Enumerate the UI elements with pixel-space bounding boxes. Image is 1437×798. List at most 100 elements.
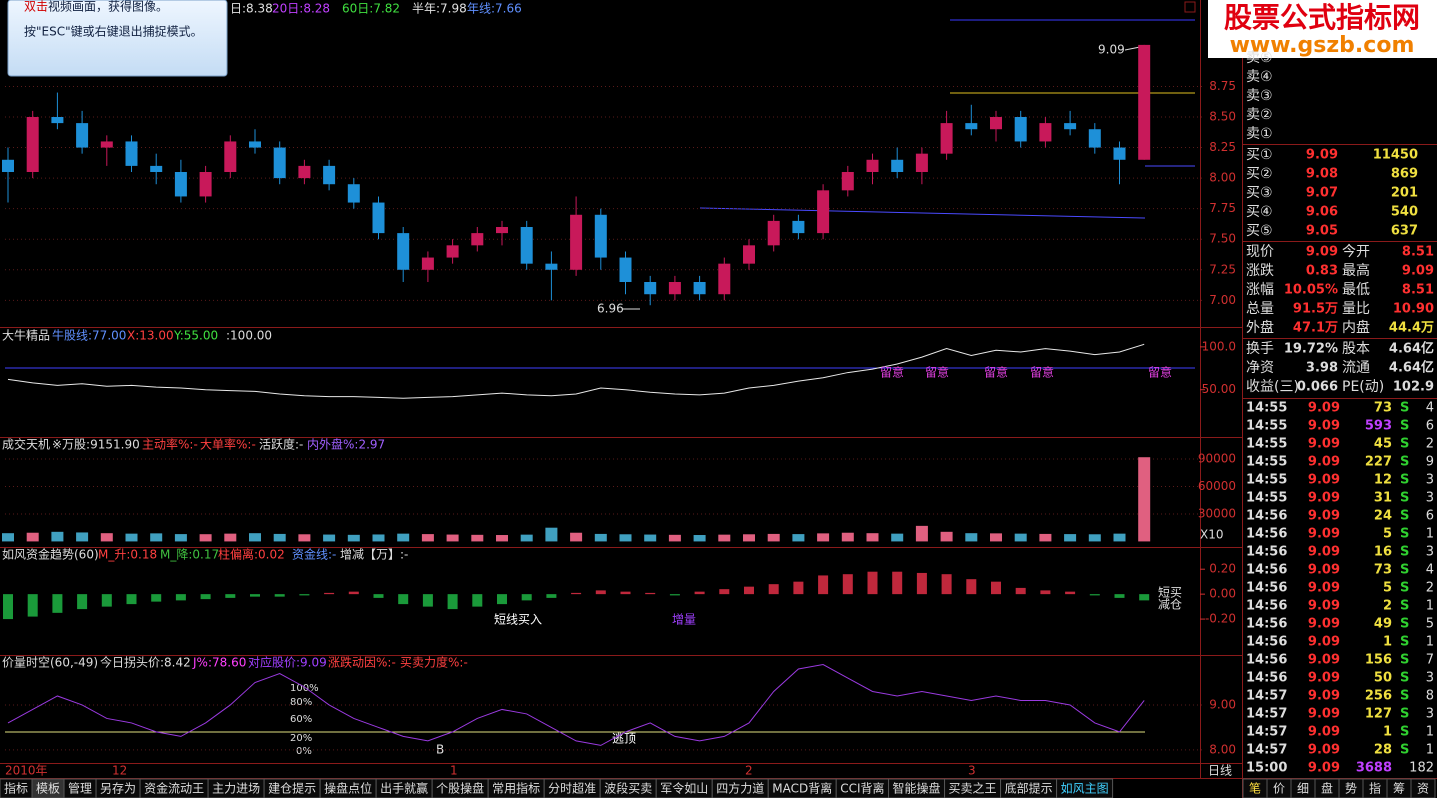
volume-bar [1039,533,1052,542]
tick-side: S [1400,455,1409,470]
quote-value: 10.90 [1393,302,1434,317]
side-tab-label[interactable]: 盘 [1321,781,1333,796]
fund-bar [892,571,903,595]
logo-url: www.gszb.com [1230,33,1415,58]
tab[interactable]: 管理 [63,778,97,798]
tab[interactable]: 四方力道 [711,778,769,798]
tab[interactable]: 智能操盘 [888,778,946,798]
tick-price: 9.09 [1308,437,1340,452]
tab[interactable]: 如风主图 [1056,778,1114,798]
tick-time: 14:56 [1246,545,1287,560]
side-tab-label[interactable]: 筹 [1393,782,1405,796]
tab[interactable]: 买卖之王 [944,778,1002,798]
fund-bar [27,594,38,617]
volume-bar [471,534,484,542]
fund-bar [373,594,384,598]
tab[interactable]: 底部提示 [1000,778,1058,798]
side-tab-label[interactable]: 细 [1297,782,1309,796]
y-tick-label: 60000 [1198,479,1236,493]
panel-value: 对应股价:9.09 [248,655,327,670]
tick-side: S [1400,491,1409,506]
fund-bar [52,594,63,613]
tab[interactable]: 出手就赢 [375,778,433,798]
volume-bar [1014,533,1027,542]
tab[interactable]: 波段买卖 [599,778,657,798]
candle-body [125,141,138,166]
tab[interactable]: 操盘点位 [319,778,377,798]
tab[interactable]: MACD背离 [767,778,837,798]
tick-side: S [1400,437,1409,452]
fund-bar [595,590,606,595]
pct-label: 20% [290,733,312,744]
tick-time: 14:57 [1246,725,1287,740]
volume-bar [965,533,978,542]
tab[interactable]: 主力进场 [207,778,265,798]
fund-bar [225,594,236,598]
candle-body [224,141,237,172]
tab[interactable]: CCI背离 [835,778,890,798]
tab[interactable]: 个股操盘 [431,778,489,798]
fund-bar [546,594,557,598]
tick-count: 1 [1426,527,1434,542]
volume-bar [249,533,261,542]
candle-body [1064,123,1077,130]
tick-volume: 227 [1365,455,1392,470]
volume-bar [619,534,632,542]
candle-body [372,202,385,234]
popup [7,0,228,77]
tick-volume: 16 [1374,545,1392,560]
tick-count: 3 [1426,545,1434,560]
tab[interactable]: 分时超准 [543,778,601,798]
multiplier: X10 [1200,528,1224,542]
fund-bar [472,594,483,607]
quote-label: 最高 [1342,262,1370,279]
side-tab-label[interactable]: 价 [1273,782,1285,796]
fund-bar [521,594,532,601]
tick-side: S [1400,545,1409,560]
buy-volume: 869 [1391,167,1418,182]
y-tick-label: 8.00 [1209,742,1236,756]
candle-body [397,233,410,270]
candle-body [100,141,113,148]
side-tab-label[interactable]: 资 [1417,782,1429,796]
tab-label: 建仓提示 [268,781,316,796]
popup-text: 视频画面，获得图像。 [48,0,168,14]
tab[interactable]: 资金流动王 [139,778,209,798]
ma-label: 年线:7.66 [467,2,522,16]
y-tick-label: 7.00 [1209,293,1236,307]
side-tab-label[interactable]: 势 [1345,782,1357,796]
tick-count: 1 [1426,743,1434,758]
candle-body [940,123,953,154]
tab-label: 出手就赢 [380,781,428,796]
tab[interactable]: 常用指标 [487,778,545,798]
panel-value: 买卖力度%:- [400,655,468,670]
fund-bar [941,574,952,595]
note-label: 留意 [1148,365,1172,380]
y-tick-label: 9.00 [1209,697,1236,711]
volume-bar [644,534,657,542]
buy-label: 买⑤ [1246,223,1273,239]
indicator-line [7,343,1145,399]
tick-price: 9.09 [1308,563,1340,578]
candle-body [1113,147,1126,160]
quote-label: 净资 [1246,360,1274,376]
annotation: B [436,743,444,757]
side-tab-label[interactable]: 指 [1369,781,1381,796]
sell-label: 卖① [1246,126,1273,142]
volume-bar [323,534,336,542]
tab[interactable]: 指标 [0,778,33,798]
volume-bar [26,532,39,542]
side-tab-label[interactable]: 笔 [1249,781,1261,796]
fund-bar [916,572,927,595]
buy-volume: 540 [1391,205,1418,220]
tab[interactable]: 军令如山 [655,778,713,798]
side-tab-bg[interactable] [1410,778,1436,798]
buy-volume: 201 [1391,186,1418,201]
tab[interactable]: 另存为 [95,778,141,798]
tick-time: 14:57 [1246,689,1287,704]
tab[interactable]: 模板 [31,778,65,798]
tick-volume: 73 [1374,401,1392,416]
tab[interactable]: 建仓提示 [263,778,321,798]
buy-price: 9.08 [1306,167,1338,182]
